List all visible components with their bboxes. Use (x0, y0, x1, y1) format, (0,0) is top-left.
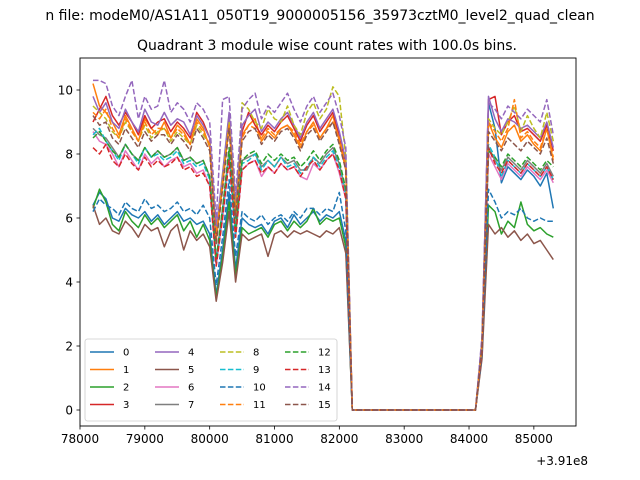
legend-label-6: 6 (188, 383, 194, 394)
legend-label-13: 13 (318, 365, 331, 376)
x-tick-label: 79000 (126, 432, 164, 446)
y-tick-label: 4 (65, 275, 73, 289)
plot-area-frame (79, 57, 577, 427)
legend-label-11: 11 (253, 400, 266, 411)
legend-label-1: 1 (123, 365, 129, 376)
x-tick-label: 82000 (320, 432, 358, 446)
legend-label-3: 3 (123, 400, 129, 411)
y-tick-label: 6 (65, 211, 73, 225)
series-line-11 (92, 98, 555, 411)
x-tick-label: 81000 (255, 432, 293, 446)
legend-label-7: 7 (188, 400, 194, 411)
legend-label-8: 8 (253, 348, 259, 359)
figure-suptitle: n file: modeM0/AS1A11_050T19_9000005156_… (45, 8, 594, 24)
x-tick-label: 85000 (515, 432, 553, 446)
x-axis: 78000 79000 80000 81000 82000 83000 84000 85000 (61, 426, 553, 446)
y-axis: 0 2 4 6 8 10 (58, 83, 80, 417)
legend-label-15: 15 (318, 400, 331, 411)
y-tick-label: 8 (65, 147, 73, 161)
y-tick-label: 2 (65, 339, 73, 353)
x-tick-label: 84000 (450, 432, 488, 446)
chart-title: Quadrant 3 module wise count rates with … (137, 38, 517, 54)
x-tick-label: 80000 (191, 432, 229, 446)
legend-label-10: 10 (253, 383, 266, 394)
series-layer (92, 79, 555, 411)
legend-box (84, 338, 338, 422)
legend-label-12: 12 (318, 348, 331, 359)
legend-label-5: 5 (188, 365, 194, 376)
legend-label-9: 9 (253, 365, 259, 376)
x-offset-label: +3.91e8 (536, 454, 588, 468)
legend-label-4: 4 (188, 348, 194, 359)
y-tick-label: 0 (65, 403, 73, 417)
legend-label-2: 2 (123, 383, 129, 394)
y-tick-label: 10 (58, 83, 73, 97)
series-line-15 (92, 115, 555, 411)
legend-label-0: 0 (123, 348, 129, 359)
legend-label-14: 14 (318, 383, 331, 394)
series-line-10 (92, 178, 554, 411)
x-tick-label: 83000 (385, 432, 423, 446)
x-tick-label: 78000 (61, 432, 99, 446)
